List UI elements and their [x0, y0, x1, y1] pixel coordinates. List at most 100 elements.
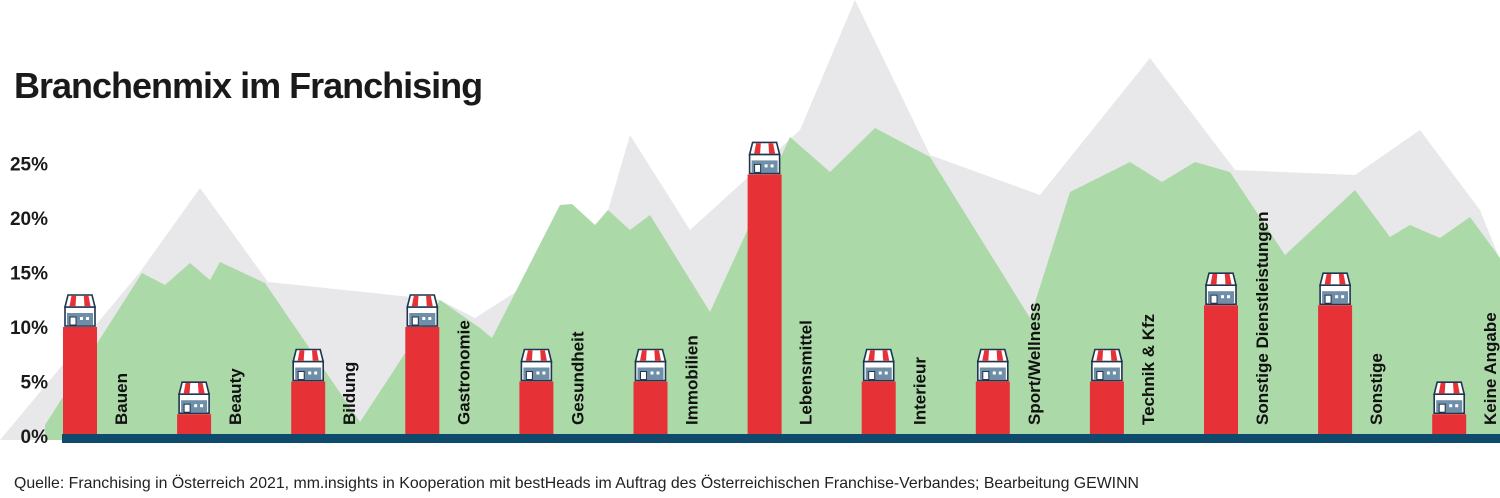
- shop-icon-awning: [976, 348, 1009, 363]
- bar: [63, 327, 97, 436]
- bar: [747, 174, 782, 436]
- shop-icon-awning: [406, 294, 439, 308]
- shop-icons: [63, 141, 1466, 415]
- shop-icon-door: [1096, 371, 1104, 380]
- shop-icon-window: [1112, 371, 1116, 375]
- shop-icon-door: [640, 371, 647, 380]
- y-tick-label: 10%: [10, 318, 48, 339]
- chart-title: Branchenmix im Franchising: [14, 65, 482, 106]
- shop-icon-stripe: [1324, 274, 1332, 285]
- shop-icon-window: [770, 164, 774, 168]
- shop-icon: [1433, 381, 1466, 415]
- shop-icon-window: [650, 371, 654, 375]
- shop-icon-awning: [748, 141, 781, 156]
- shop-icon-window: [1335, 295, 1339, 299]
- shop-icon-stripe: [882, 350, 890, 361]
- bar: [1318, 305, 1353, 436]
- shop-icon-stripe: [1210, 274, 1218, 285]
- category-label: Interieur: [911, 357, 930, 425]
- shop-icon-stripe: [640, 350, 647, 361]
- shop-icon-awning: [292, 348, 325, 363]
- shop-icon-door: [297, 371, 305, 380]
- category-label: Gesundheit: [568, 331, 587, 425]
- shop-icon-window: [998, 371, 1002, 375]
- shop-icon-stripe: [1453, 383, 1460, 394]
- category-label: Keine Angabe: [1481, 312, 1500, 425]
- bar: [633, 381, 668, 436]
- shop-icon: [520, 348, 553, 382]
- y-tick-label: 15%: [10, 264, 48, 285]
- category-label: Lebensmittel: [797, 320, 816, 425]
- bar: [405, 327, 440, 436]
- shop-icon-window: [1341, 295, 1345, 299]
- shop-icon-window: [200, 404, 204, 408]
- category-label: Sonstige Dienstleistungen: [1253, 212, 1272, 425]
- y-axis: 0% 5% 10% 15% 20% 25%: [10, 155, 48, 449]
- y-tick-label: 25%: [10, 155, 48, 176]
- shop-icon-door: [868, 371, 876, 380]
- shop-icon-stripe: [83, 295, 91, 307]
- shop-icon-stripe: [1110, 350, 1118, 361]
- bar: [177, 414, 212, 436]
- shop-icon-window: [308, 371, 312, 375]
- shop-icon-stripe: [768, 143, 776, 154]
- shop-icon: [634, 348, 667, 382]
- category-labels: Bauen Beauty Bildung Gastronomie Gesundheit I…: [112, 212, 1500, 425]
- bar: [291, 381, 326, 436]
- shop-icon-window: [86, 317, 89, 320]
- shop-icon-awning: [1204, 272, 1238, 287]
- shop-icon: [862, 348, 895, 382]
- shop-icon-awning: [520, 348, 553, 363]
- source-note: Quelle: Franchising in Österreich 2021, …: [14, 474, 1139, 492]
- shop-icon-awning: [1319, 272, 1352, 287]
- category-label: Immobilien: [683, 335, 702, 425]
- category-label: Sport/Wellness: [1025, 303, 1044, 426]
- shop-icon-window: [80, 317, 83, 320]
- bar: [1432, 414, 1467, 436]
- shop-icon-window: [536, 371, 540, 375]
- shop-icon-window: [878, 371, 882, 375]
- shop-icon-awning: [634, 348, 667, 363]
- shop-icon-window: [992, 371, 996, 375]
- shop-icon-window: [428, 317, 432, 320]
- shop-icon-stripe: [297, 350, 305, 361]
- bar: [861, 381, 896, 436]
- shop-icon-door: [1438, 403, 1446, 413]
- shop-icon-window: [1221, 295, 1224, 299]
- category-label: Gastronomie: [454, 320, 473, 425]
- shop-icon-door: [1324, 294, 1332, 304]
- shop-icon-stripe: [868, 350, 875, 361]
- category-label: Bauen: [112, 373, 131, 425]
- shop-icon: [178, 381, 211, 415]
- shop-icon-awning: [862, 348, 895, 363]
- shop-icon: [748, 141, 781, 175]
- baseline: [62, 434, 1500, 443]
- shop-icon: [1204, 272, 1238, 306]
- shop-icon-door: [411, 316, 419, 326]
- shop-icon: [1090, 348, 1123, 382]
- bars: [63, 174, 1467, 436]
- shop-icon: [292, 348, 325, 382]
- shop-icon-stripe: [411, 295, 419, 307]
- shop-icon-stripe: [654, 350, 661, 361]
- bar: [519, 381, 554, 436]
- shop-icon-stripe: [540, 350, 547, 361]
- shop-icon-stripe: [525, 350, 533, 361]
- shop-icon-stripe: [754, 143, 761, 154]
- shop-icon-door: [69, 316, 77, 326]
- shop-icon: [63, 294, 97, 327]
- category-label: Beauty: [226, 368, 245, 425]
- shop-icon-window: [884, 371, 888, 375]
- shop-icon-stripe: [312, 350, 319, 361]
- shop-icon-door: [183, 403, 191, 413]
- shop-icon-window: [314, 371, 318, 375]
- category-label: Bildung: [340, 362, 359, 425]
- shop-icon-stripe: [1438, 383, 1446, 394]
- shop-icon: [1319, 272, 1352, 306]
- shop-icon: [976, 348, 1009, 382]
- shop-icon-awning: [1433, 381, 1466, 396]
- bar: [975, 381, 1010, 436]
- shop-icon-stripe: [982, 350, 989, 361]
- shop-icon-door: [754, 163, 762, 173]
- y-tick-label: 5%: [21, 373, 49, 394]
